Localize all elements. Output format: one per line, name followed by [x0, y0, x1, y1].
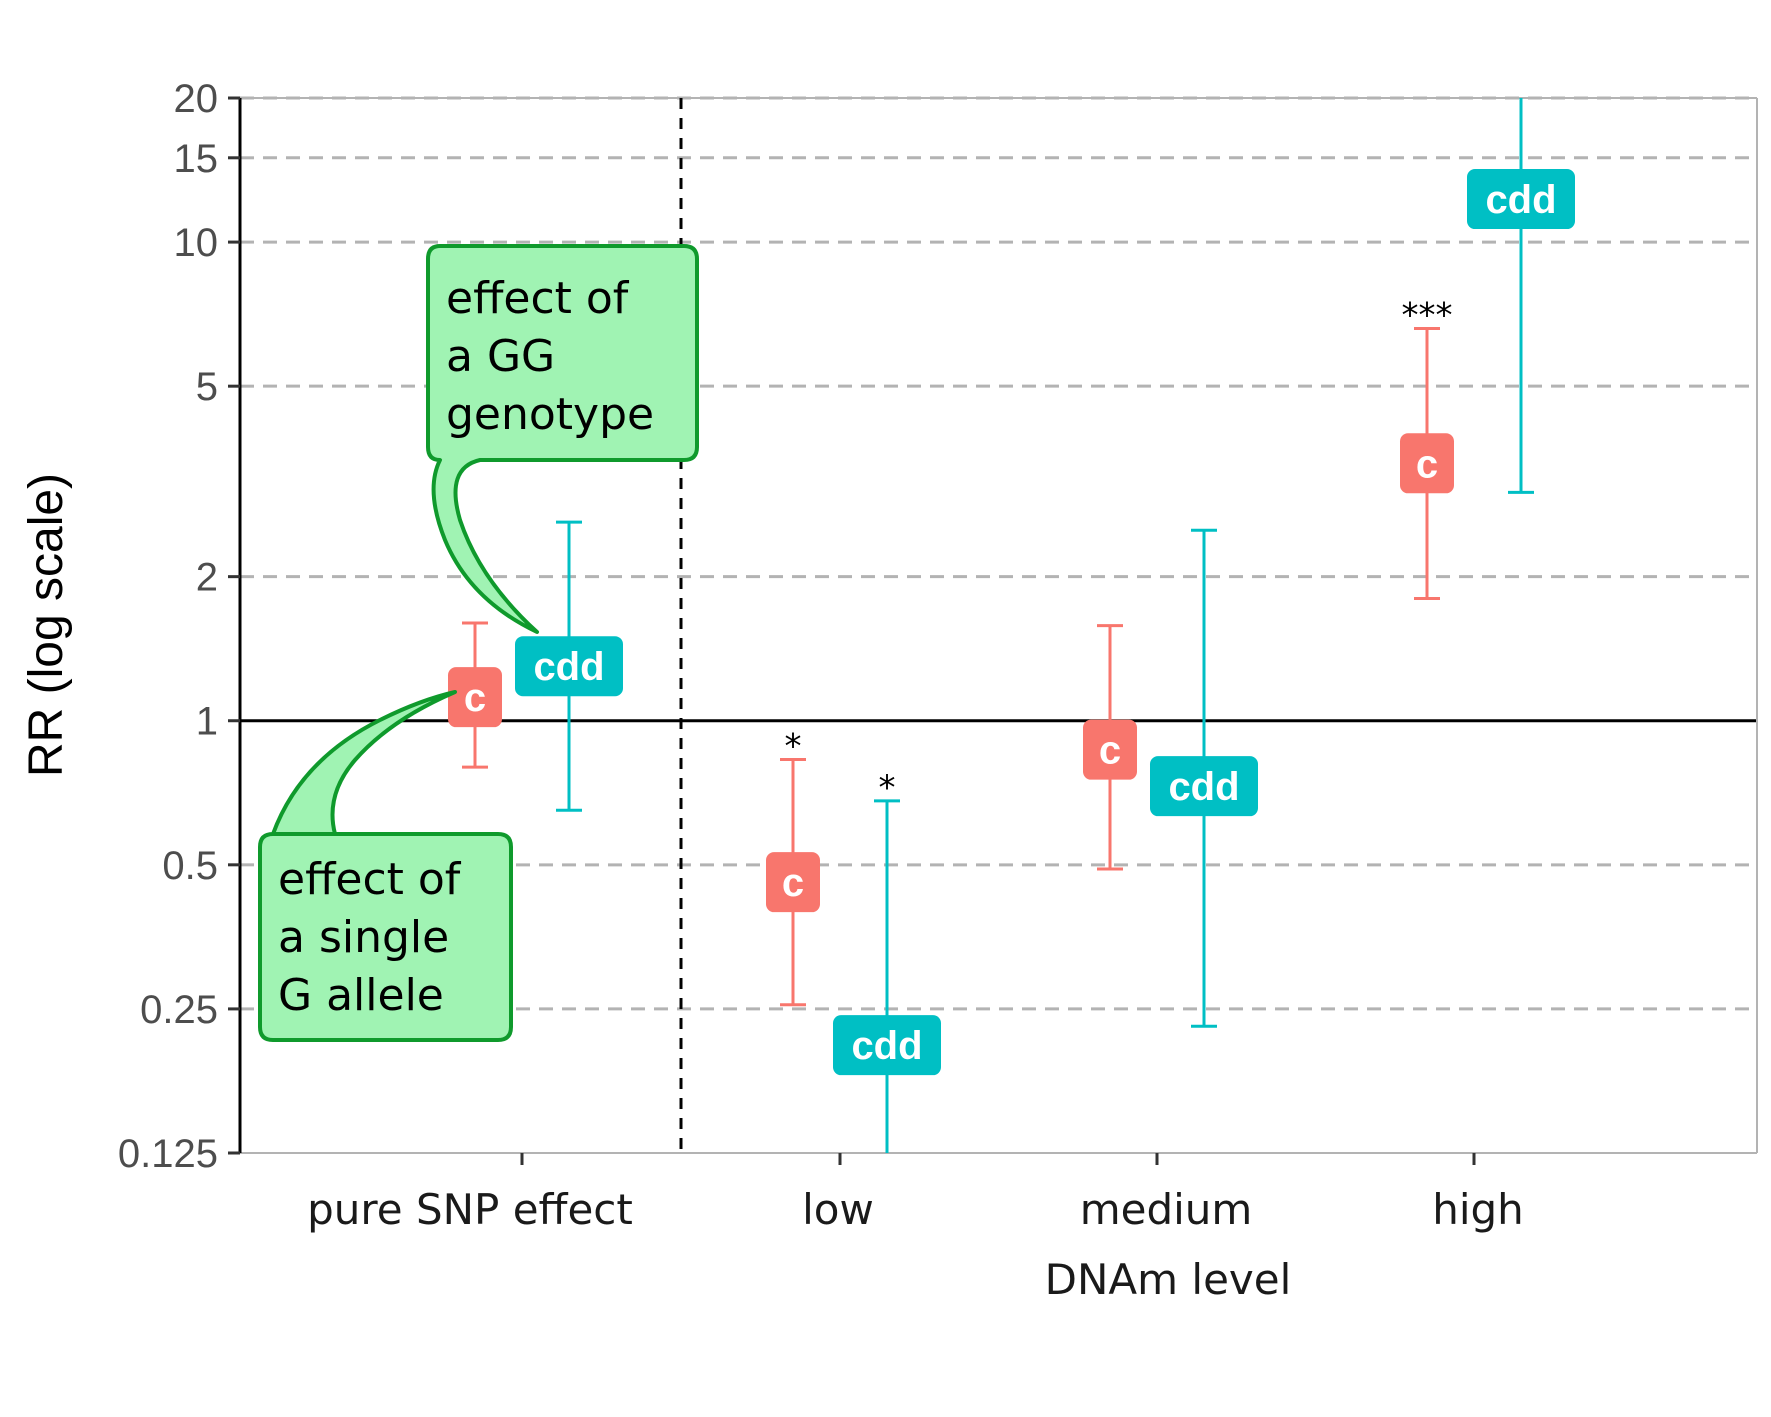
callout-g-line-1: effect of [278, 854, 462, 905]
x-tick-label-high: high [1432, 1185, 1524, 1234]
significance-c-high: *** [1402, 295, 1453, 335]
x-tick-label-pure-snp-effect: pure SNP effect [307, 1185, 633, 1234]
x-tick-label-medium: medium [1080, 1185, 1253, 1234]
y-tick-label-10: 10 [174, 221, 219, 265]
callout-gg-line-1: effect of [446, 273, 630, 324]
point-label-cdd-low: cdd [851, 1024, 922, 1068]
significance-cdd-low: * [879, 768, 896, 808]
point-label-c-pure-snp-effect: c [464, 676, 486, 720]
y-tick-label-2: 2 [196, 556, 218, 600]
callout-gg-line-3: genotype [446, 389, 654, 440]
point-label-cdd-high: cdd [1485, 178, 1556, 222]
significance-c-low: * [785, 726, 802, 766]
point-box-cdd-low [833, 1015, 941, 1076]
point-box-cdd-medium [1150, 756, 1258, 817]
point-box-c-high [1400, 433, 1454, 494]
callout-gg-bubble [426, 244, 699, 634]
point-box-c-medium [1083, 719, 1137, 780]
y-tick-label-20: 20 [174, 77, 219, 121]
y-axis-title: RR (log scale) [20, 473, 73, 777]
callout-gg-line-2: a GG [446, 331, 555, 382]
point-box-c-pure-snp-effect [448, 667, 502, 728]
point-label-cdd-medium: cdd [1168, 765, 1239, 809]
callout-g-allele: effect of a single G allele [258, 690, 513, 1042]
point-box-cdd-pure-snp-effect [515, 636, 623, 697]
point-label-c-medium: c [1099, 729, 1121, 773]
y-tick-label-1: 1 [196, 700, 218, 744]
point-box-c-low [766, 852, 820, 913]
callout-g-line-2: a single [278, 912, 449, 963]
x-axis-title: DNAm level [1045, 1255, 1292, 1304]
axis-ticks: 20 15 10 5 2 1 0.5 0.25 0.125 pure SNP effect low m… [118, 77, 1524, 1234]
y-tick-label-5: 5 [196, 365, 218, 409]
callout-g-bubble [258, 690, 513, 1042]
y-tick-label-0.125: 0.125 [118, 1132, 218, 1176]
y-tick-label-15: 15 [174, 137, 219, 181]
callout-gg-genotype: effect of a GG genotype [426, 244, 699, 634]
point-label-c-high: c [1416, 442, 1438, 486]
point-label-cdd-pure-snp-effect: cdd [533, 645, 604, 689]
callout-g-line-3: G allele [278, 970, 444, 1021]
point-labels: c c * c c *** cdd cdd * cdd cdd [448, 169, 1575, 1076]
point-label-c-low: c [782, 861, 804, 905]
point-box-cdd-high [1467, 169, 1575, 230]
y-tick-label-0.5: 0.5 [162, 844, 218, 888]
plot-frame [238, 97, 1758, 1154]
y-tick-label-0.25: 0.25 [140, 988, 218, 1032]
x-tick-label-low: low [802, 1185, 874, 1234]
